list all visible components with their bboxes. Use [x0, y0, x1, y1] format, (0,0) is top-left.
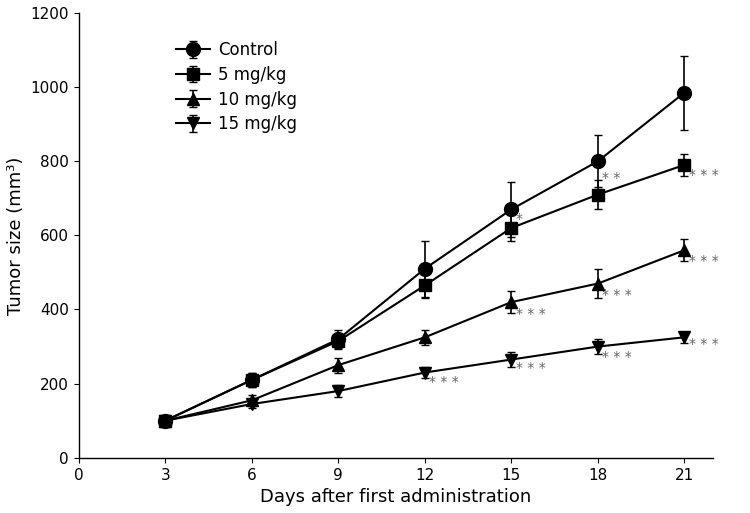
Text: * * *: * * *: [688, 337, 718, 350]
Text: *: *: [516, 212, 523, 226]
X-axis label: Days after first administration: Days after first administration: [260, 488, 532, 506]
Text: * *: * *: [602, 171, 620, 185]
Text: * * *: * * *: [516, 307, 545, 321]
Text: * * *: * * *: [688, 254, 718, 268]
Y-axis label: Tumor size (mm³): Tumor size (mm³): [7, 156, 25, 314]
Text: * * *: * * *: [516, 361, 545, 375]
Text: * * *: * * *: [429, 375, 459, 389]
Legend: Control, 5 mg/kg, 10 mg/kg, 15 mg/kg: Control, 5 mg/kg, 10 mg/kg, 15 mg/kg: [170, 34, 304, 140]
Text: * * *: * * *: [688, 168, 718, 182]
Text: * * *: * * *: [602, 288, 632, 303]
Text: * * *: * * *: [602, 349, 632, 364]
